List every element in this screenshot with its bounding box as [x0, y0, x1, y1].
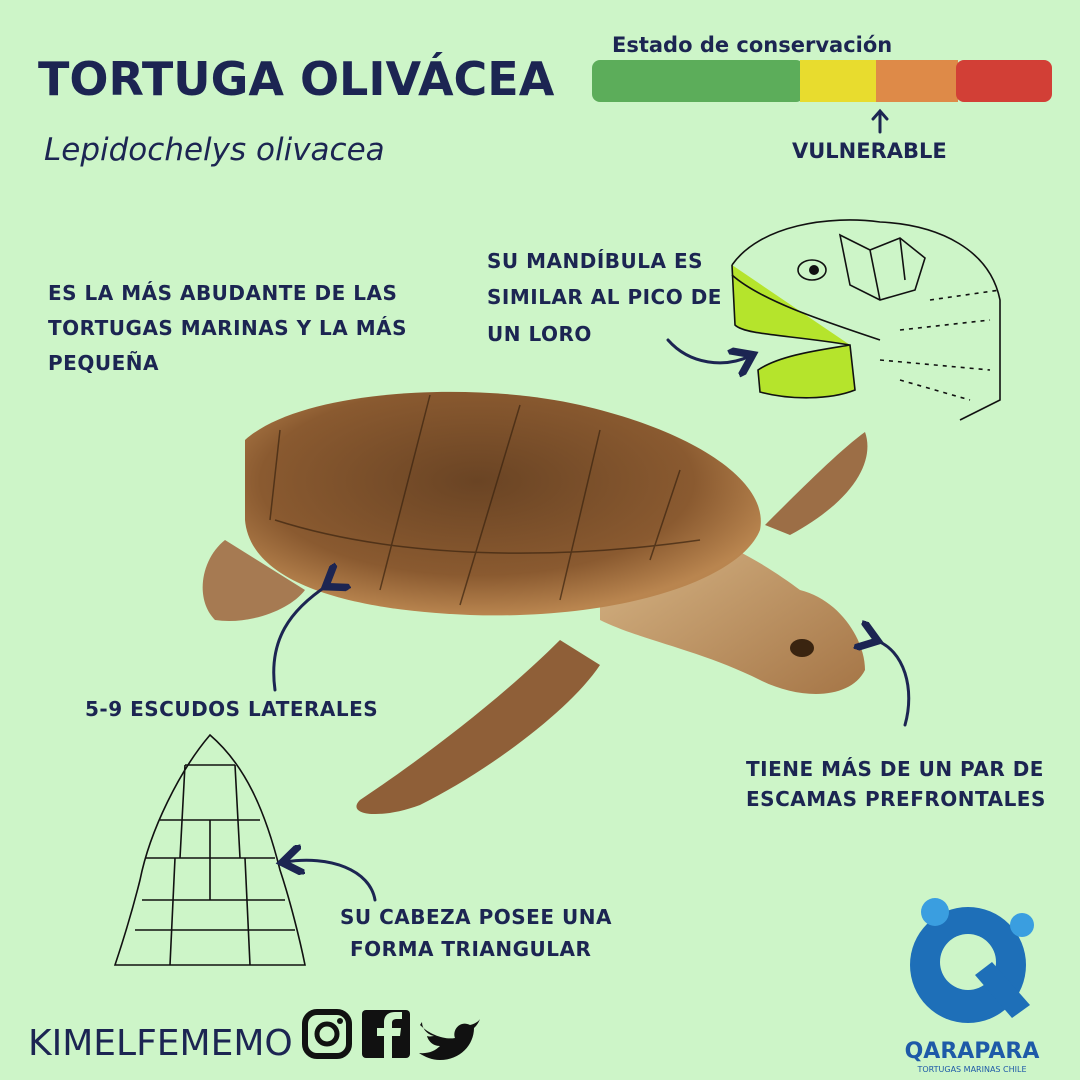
annotation-line: 5-9 ESCUDOS LATERALES: [85, 697, 378, 721]
shell: [245, 391, 761, 616]
instagram-icon: [302, 1009, 352, 1059]
front-flipper-left: [356, 640, 600, 815]
conservation-scale: [592, 60, 1052, 102]
arrow: [285, 860, 377, 902]
scale-yellow: [800, 60, 878, 102]
handle: KIMELFEMEMO: [28, 1023, 293, 1064]
annotation-line: ESCAMAS PREFRONTALES: [746, 787, 1046, 811]
conservation-status: VULNERABLE: [792, 139, 947, 163]
status-arrow: [871, 108, 889, 134]
annotation-line: SIMILAR AL PICO DE: [487, 285, 722, 309]
scale-orange: [876, 60, 958, 102]
arrow: [666, 338, 750, 363]
subtitle: Lepidochelys olivacea: [44, 132, 385, 168]
social-icons: [302, 1009, 480, 1060]
logo: QARAPARA TORTUGAS MARINAS CHILE: [905, 898, 1040, 1074]
turtle-illustration: [202, 391, 868, 815]
annotation-line: TIENE MÁS DE UN PAR DE: [746, 757, 1044, 781]
arrow: [272, 585, 328, 692]
annotation: TIENE MÁS DE UN PAR DE ESCAMAS PREFRONTA…: [746, 757, 1046, 811]
scale-green: [592, 60, 804, 102]
annotation: ES LA MÁS ABUDANTE DE LAS TORTUGAS MARIN…: [48, 281, 407, 375]
annotation-line: FORMA TRIANGULAR: [350, 937, 591, 961]
logo-tagline: TORTUGAS MARINAS CHILE: [916, 1065, 1026, 1074]
annotation-line: UN LORO: [487, 322, 592, 346]
arrow: [875, 640, 911, 727]
conservation-label: Estado de conservación: [612, 33, 892, 57]
logo-name: QARAPARA: [905, 1039, 1040, 1064]
annotation-line: SU MANDÍBULA ES: [487, 249, 703, 273]
jaw-sketch: [731, 219, 1001, 421]
front-flipper-right: [765, 432, 868, 535]
annotation-line: TORTUGAS MARINAS Y LA MÁS: [48, 316, 407, 340]
annotation: SU MANDÍBULA ES SIMILAR AL PICO DE UN LO…: [487, 249, 722, 346]
twitter-icon: [419, 1019, 480, 1060]
annotation-line: ES LA MÁS ABUDANTE DE LAS: [48, 281, 397, 305]
annotation-line: SU CABEZA POSEE UNA: [340, 905, 612, 929]
scale-red: [956, 60, 1052, 102]
annotation: SU CABEZA POSEE UNA FORMA TRIANGULAR: [340, 905, 612, 961]
annotation-line: PEQUEÑA: [48, 351, 159, 375]
rear-flipper: [202, 540, 305, 621]
title: TORTUGA OLIVÁCEA: [38, 52, 555, 106]
head-scales-sketch: [113, 733, 306, 966]
